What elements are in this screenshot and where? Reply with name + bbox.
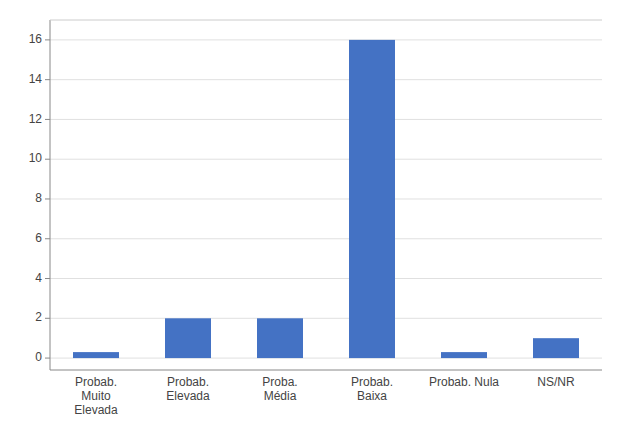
category-label: Probab.MuitoElevada [74, 375, 118, 417]
bar [257, 318, 303, 358]
bar [165, 318, 211, 358]
tick-mark [45, 358, 50, 359]
tick-mark [45, 39, 50, 40]
grid-line [50, 159, 602, 160]
tick-mark [45, 159, 50, 160]
tick-label: 8 [35, 191, 42, 205]
grid-line [50, 119, 602, 120]
tick-mark [45, 198, 50, 199]
grid-line [50, 39, 602, 40]
tick-label: 14 [29, 72, 43, 86]
grid-line [50, 79, 602, 80]
tick-label: 0 [35, 350, 42, 364]
grid-line [50, 198, 602, 199]
bars [73, 40, 579, 358]
category-label: NS/NR [537, 375, 575, 389]
category-label: Probab.Elevada [166, 375, 210, 403]
bar [441, 352, 487, 358]
bar [73, 352, 119, 358]
tick-label: 10 [29, 151, 43, 165]
tick-label: 2 [35, 310, 42, 324]
tick-label: 12 [29, 112, 43, 126]
category-label: Probab. Nula [429, 375, 499, 389]
y-axis-line [50, 20, 51, 370]
grid-line [50, 358, 602, 359]
chart-container: 0 2 4 6 8 10 12 14 16 Probab.MuitoElevada Probab.E… [0, 0, 622, 434]
category-label: Probab.Baixa [351, 375, 393, 403]
bar [533, 338, 579, 358]
category-label: Proba.Média [262, 375, 297, 403]
tick-mark [45, 318, 50, 319]
grid-line [50, 318, 602, 319]
bar [349, 40, 395, 358]
tick-label: 6 [35, 231, 42, 245]
tick-mark [45, 238, 50, 239]
x-axis-line [50, 370, 602, 371]
grid [50, 40, 602, 358]
chart: 0 2 4 6 8 10 12 14 16 Probab.MuitoElevada Probab.E… [0, 0, 622, 434]
tick-mark [45, 119, 50, 120]
tick-mark [45, 79, 50, 80]
tick-label: 16 [29, 32, 43, 46]
plot-frame-top [50, 20, 602, 21]
grid-line [50, 238, 602, 239]
tick-label: 4 [35, 271, 42, 285]
tick-mark [45, 278, 50, 279]
grid-line [50, 278, 602, 279]
